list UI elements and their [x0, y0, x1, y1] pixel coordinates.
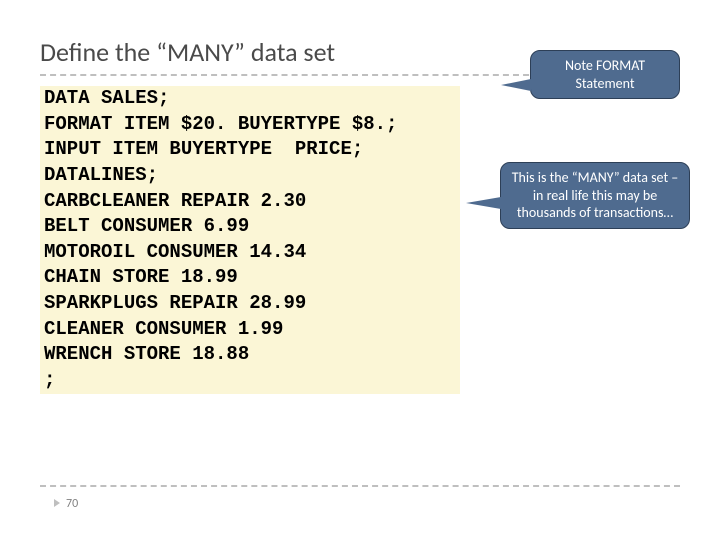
slide: Define the “MANY” data set DATA SALES; F… [0, 0, 720, 540]
code-block: DATA SALES; FORMAT ITEM $20. BUYERTYPE $… [40, 86, 460, 394]
callout-text: This is the “MANY” data set – in real li… [512, 169, 679, 221]
callout-note-format: Note FORMAT Statement [530, 50, 680, 99]
code-line: CLEANER CONSUMER 1.99 [40, 317, 460, 343]
code-line: WRENCH STORE 18.88 [40, 342, 460, 368]
code-line: DATA SALES; [40, 86, 460, 112]
page-number: 70 [54, 497, 78, 511]
code-line: FORMAT ITEM $20. BUYERTYPE $8.; [40, 112, 460, 138]
footer-divider [40, 485, 680, 487]
code-line: SPARKPLUGS REPAIR 28.99 [40, 291, 460, 317]
code-line: MOTOROIL CONSUMER 14.34 [40, 240, 460, 266]
slide-footer: 70 [40, 485, 680, 512]
callout-many-data: This is the “MANY” data set – in real li… [500, 162, 690, 229]
callout-text: Note FORMAT Statement [565, 57, 645, 92]
code-line: CHAIN STORE 18.99 [40, 265, 460, 291]
code-line: CARBCLEANER REPAIR 2.30 [40, 189, 460, 215]
callout-arrow-icon [466, 197, 501, 209]
code-line: BELT CONSUMER 6.99 [40, 214, 460, 240]
code-line: ; [40, 368, 460, 394]
code-line: DATALINES; [40, 163, 460, 189]
code-line: INPUT ITEM BUYERTYPE PRICE; [40, 137, 460, 163]
callout-arrow-icon [501, 79, 531, 91]
